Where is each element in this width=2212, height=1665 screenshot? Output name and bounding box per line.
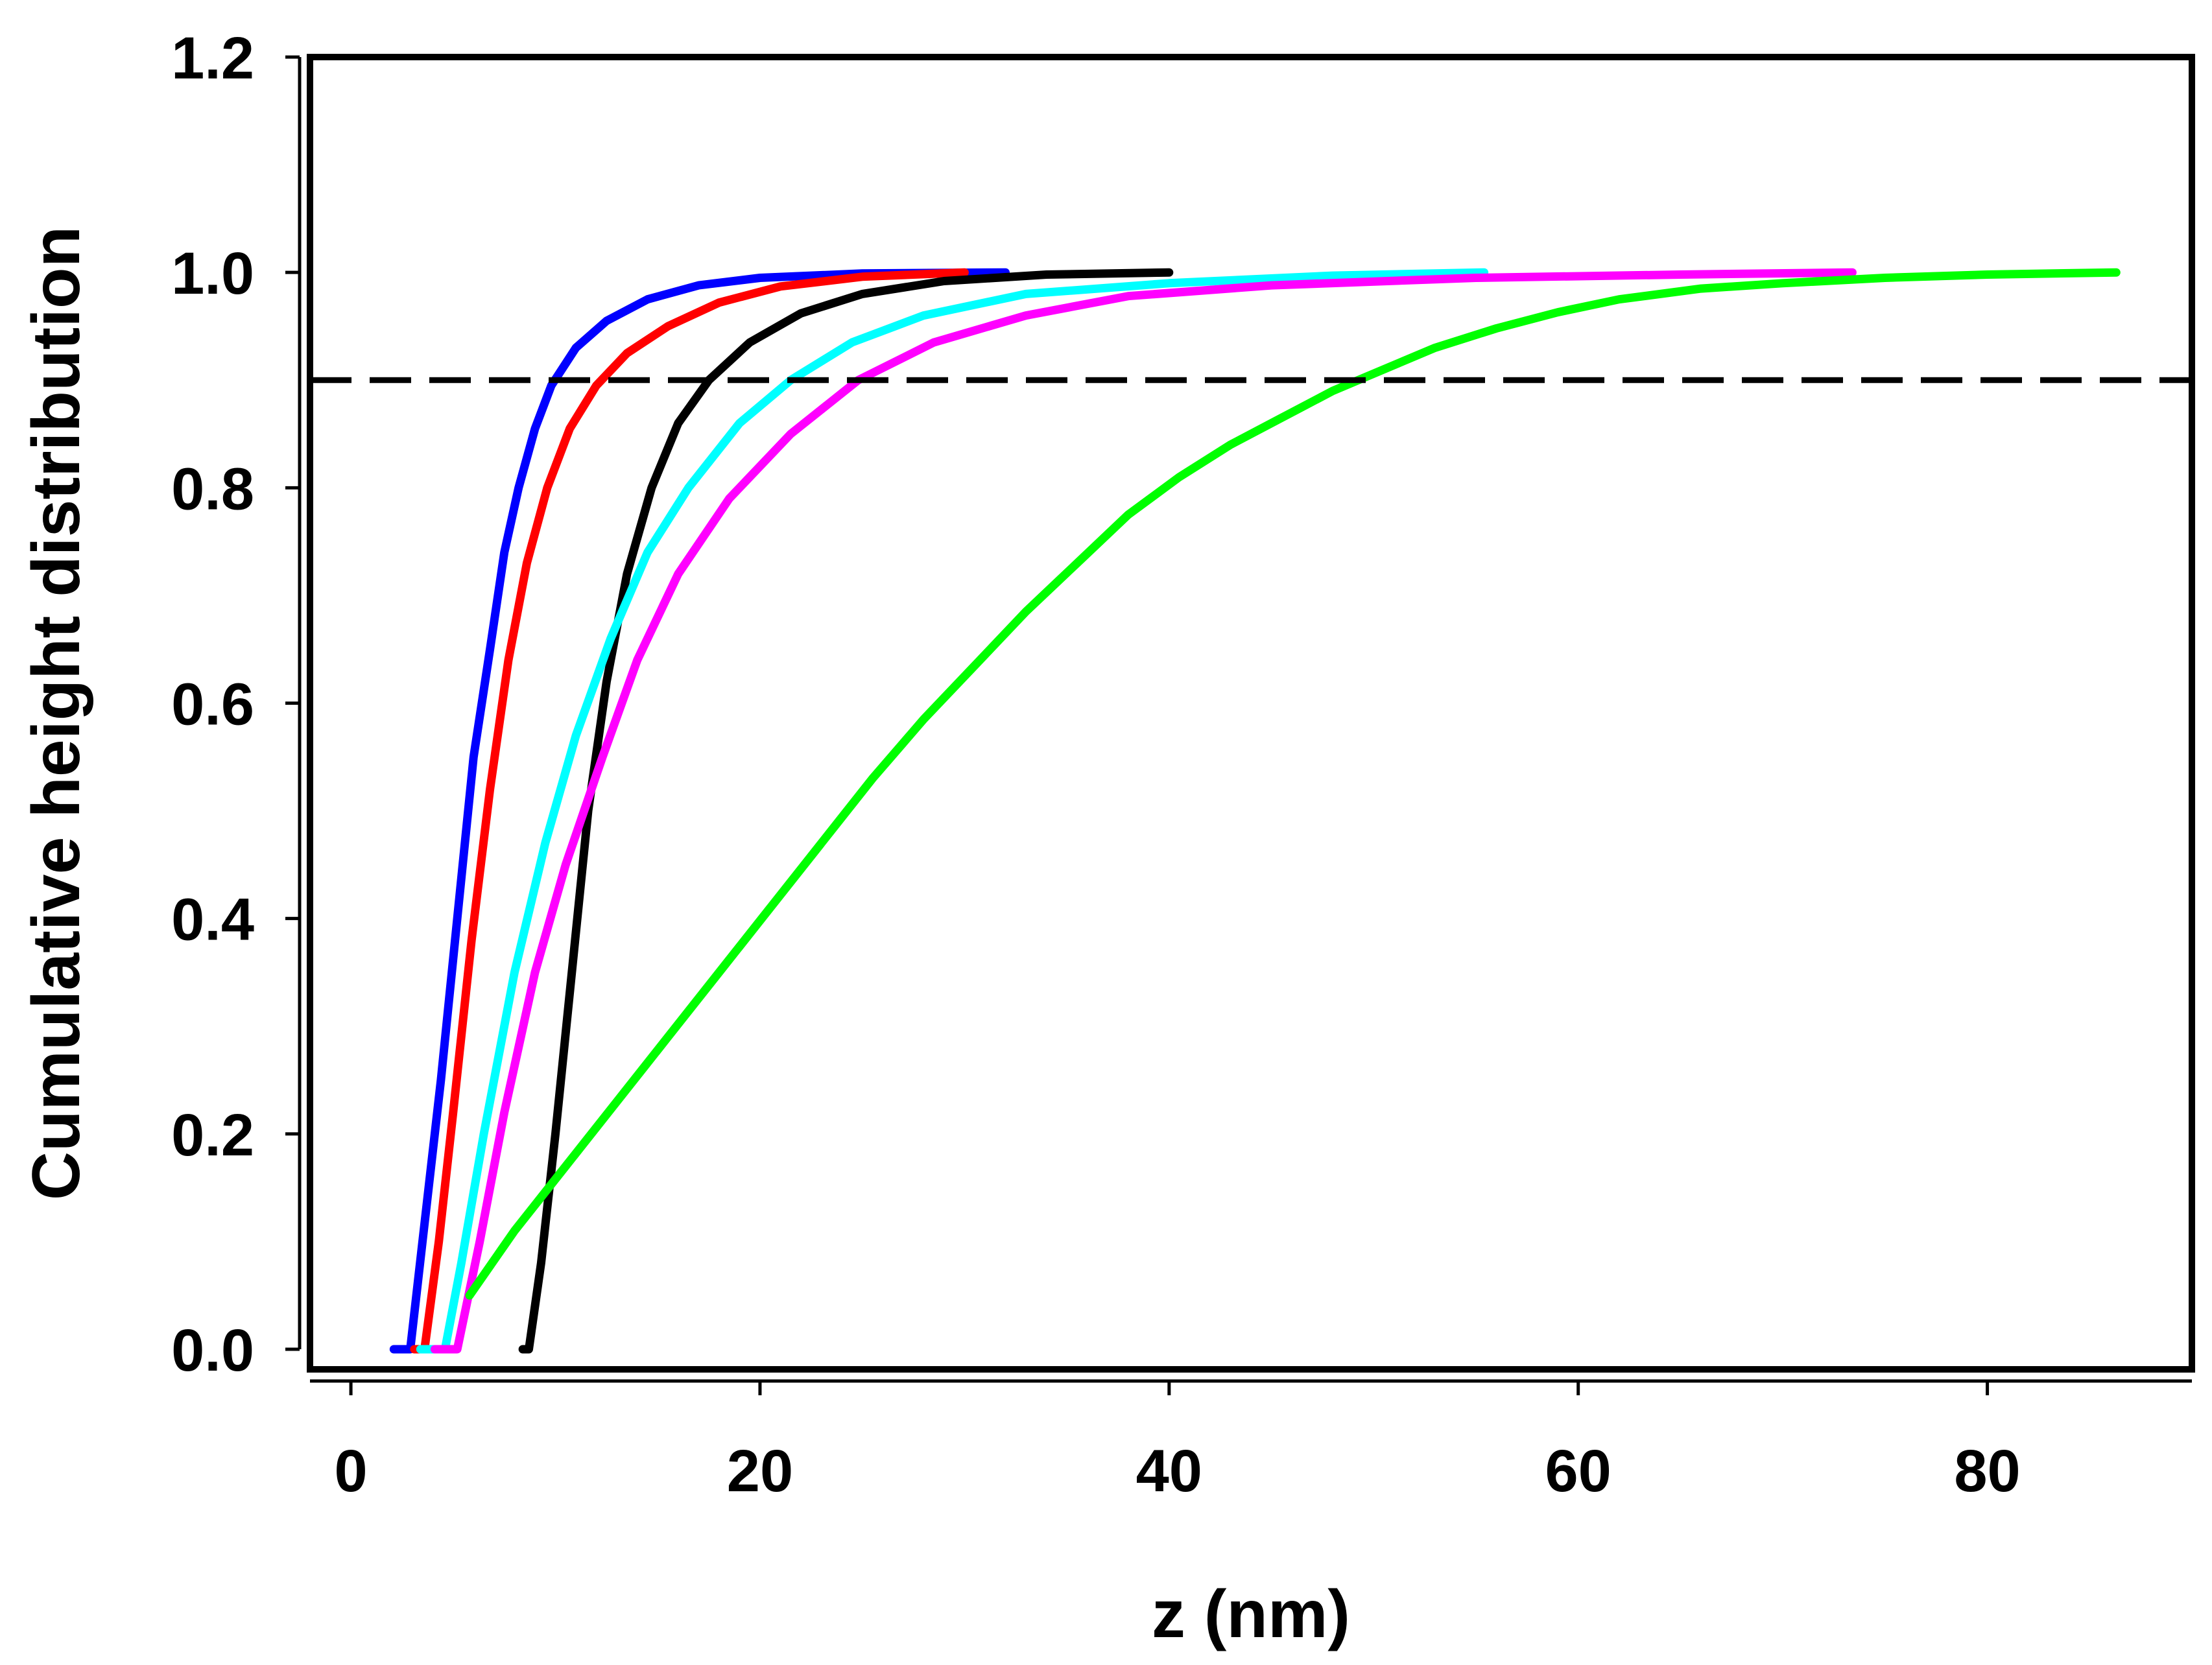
x-tick-label: 40 [1136,1438,1202,1504]
x-axis-title: z (nm) [1152,1577,1350,1652]
y-tick-label: 1.0 [171,241,254,307]
axis-layer: 0.0 0.2 0.4 0.6 0.8 1.0 1.2 0 20 40 60 80 [171,25,2192,1504]
series-line-5 [430,268,1857,1354]
y-tick-label: 0.6 [171,672,254,738]
y-tick-label: 0.4 [171,887,254,953]
x-tick-label: 20 [727,1438,793,1504]
series-line-1 [389,268,1010,1354]
x-tick-label: 60 [1545,1438,1611,1504]
series-layer [389,268,2121,1354]
series-line-3 [518,268,1174,1354]
y-tick-label: 1.2 [171,25,254,91]
y-tick-label: 0.0 [171,1317,254,1384]
y-tick-label: 0.2 [171,1102,254,1168]
y-tick-label: 0.8 [171,456,254,522]
x-tick-label: 80 [1954,1438,2020,1504]
series-line-4 [416,268,1489,1354]
y-axis-title: Cumulative height distribution [19,226,94,1200]
series-line-6 [465,268,2121,1300]
plot-frame [307,54,2195,1373]
x-tick-label: 0 [335,1438,368,1504]
series-line-2 [410,268,969,1354]
